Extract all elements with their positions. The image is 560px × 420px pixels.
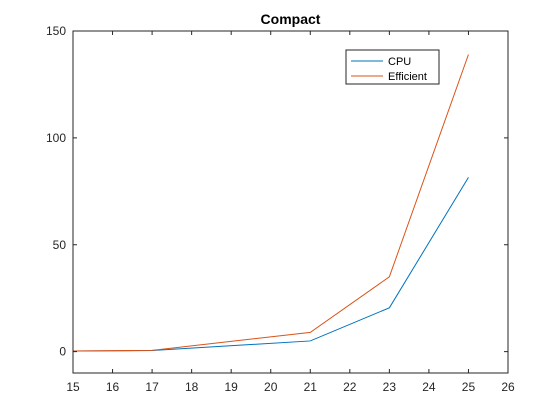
x-tick-label: 25 <box>462 380 476 394</box>
chart-title: Compact <box>261 11 321 27</box>
legend-label-efficient: Efficient <box>388 71 427 83</box>
x-tick-label: 17 <box>145 380 159 394</box>
legend-box <box>345 49 440 85</box>
series-layer <box>72 54 469 352</box>
legend: CPU Efficient <box>345 49 440 85</box>
x-tick-label: 21 <box>304 380 318 394</box>
y-tick-label: 100 <box>46 131 66 145</box>
x-tick-label: 20 <box>264 380 278 394</box>
x-tick-label: 15 <box>66 380 80 394</box>
x-tick-label: 22 <box>343 380 357 394</box>
y-tick-label: 0 <box>59 345 66 359</box>
x-tick-label: 24 <box>422 380 436 394</box>
x-tick-label: 16 <box>106 380 120 394</box>
x-tick-label: 26 <box>501 380 515 394</box>
x-tick-label: 18 <box>185 380 199 394</box>
axes-box <box>72 30 509 374</box>
y-tick-label: 150 <box>46 24 66 38</box>
x-tick-label: 19 <box>225 380 239 394</box>
legend-label-cpu: CPU <box>388 56 411 68</box>
y-tick-label: 50 <box>53 238 67 252</box>
x-tick-label: 23 <box>383 380 397 394</box>
plot-area <box>73 31 508 373</box>
axes-layer: 15 16 17 18 19 20 21 22 23 24 25 26 0 50 100 150 <box>46 24 515 394</box>
series-line-efficient <box>72 54 469 352</box>
